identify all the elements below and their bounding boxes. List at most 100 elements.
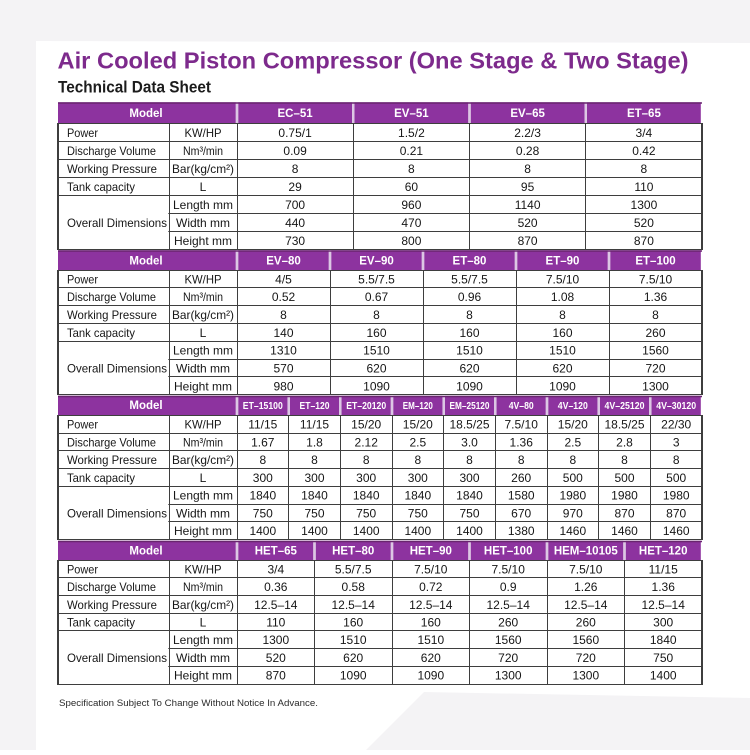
- svg-text:Model: Model: [129, 255, 162, 267]
- svg-text:300: 300: [408, 471, 428, 485]
- svg-text:260: 260: [498, 616, 518, 630]
- svg-text:12.5–14: 12.5–14: [487, 598, 531, 612]
- svg-text:0.67: 0.67: [365, 290, 389, 304]
- svg-text:3/4: 3/4: [267, 563, 284, 577]
- svg-text:7.5/10: 7.5/10: [569, 563, 603, 577]
- svg-text:620: 620: [459, 362, 479, 376]
- svg-text:Bar(kg/cm²): Bar(kg/cm²): [172, 598, 234, 612]
- svg-text:1840: 1840: [353, 489, 380, 503]
- svg-text:ET–90: ET–90: [546, 255, 580, 267]
- svg-text:730: 730: [285, 234, 305, 248]
- svg-text:1510: 1510: [456, 344, 483, 358]
- svg-text:KW/HP: KW/HP: [185, 418, 222, 432]
- svg-text:29: 29: [288, 180, 302, 194]
- svg-text:HET–65: HET–65: [255, 546, 298, 558]
- svg-text:1400: 1400: [404, 524, 431, 538]
- svg-text:1310: 1310: [270, 344, 297, 358]
- svg-text:720: 720: [645, 362, 665, 376]
- svg-text:160: 160: [366, 326, 386, 340]
- svg-text:5.5/7.5: 5.5/7.5: [358, 272, 395, 286]
- svg-text:Tank capacity: Tank capacity: [67, 180, 135, 194]
- svg-text:8: 8: [363, 453, 370, 467]
- svg-text:8: 8: [621, 453, 628, 467]
- svg-text:HET–80: HET–80: [332, 546, 374, 558]
- svg-text:8: 8: [280, 308, 287, 322]
- svg-text:3/4: 3/4: [636, 126, 653, 140]
- svg-text:300: 300: [653, 616, 673, 630]
- svg-text:1510: 1510: [549, 344, 576, 358]
- svg-text:750: 750: [356, 506, 376, 520]
- svg-text:500: 500: [614, 471, 634, 485]
- svg-text:4V–80: 4V–80: [509, 401, 534, 412]
- svg-text:0.28: 0.28: [516, 144, 540, 158]
- svg-text:7.5/10: 7.5/10: [414, 563, 448, 577]
- svg-text:160: 160: [343, 616, 363, 630]
- svg-text:160: 160: [459, 326, 479, 340]
- svg-text:500: 500: [563, 471, 583, 485]
- svg-text:4V–25120: 4V–25120: [605, 401, 645, 412]
- svg-text:Technical Data Sheet: Technical Data Sheet: [58, 78, 211, 96]
- svg-text:1090: 1090: [456, 379, 483, 393]
- svg-text:KW/HP: KW/HP: [185, 563, 222, 577]
- svg-text:110: 110: [266, 616, 285, 630]
- svg-text:870: 870: [634, 234, 654, 248]
- svg-text:ET–65: ET–65: [627, 108, 661, 120]
- svg-text:Nm³/min: Nm³/min: [183, 435, 223, 449]
- svg-text:Bar(kg/cm²): Bar(kg/cm²): [172, 453, 234, 467]
- svg-text:11/15: 11/15: [248, 418, 277, 432]
- svg-text:1460: 1460: [663, 524, 690, 538]
- svg-text:1400: 1400: [456, 524, 483, 538]
- svg-text:870: 870: [666, 506, 686, 520]
- svg-text:1840: 1840: [404, 489, 431, 503]
- svg-text:620: 620: [366, 362, 386, 376]
- svg-text:L: L: [200, 616, 207, 630]
- svg-text:95: 95: [521, 180, 535, 194]
- svg-text:750: 750: [304, 506, 324, 520]
- svg-text:8: 8: [311, 453, 318, 467]
- svg-text:Bar(kg/cm²): Bar(kg/cm²): [172, 308, 234, 322]
- svg-text:15/20: 15/20: [351, 418, 381, 432]
- svg-text:Height mm: Height mm: [174, 669, 232, 683]
- svg-text:1560: 1560: [572, 633, 599, 647]
- svg-text:1090: 1090: [340, 669, 367, 683]
- svg-text:L: L: [200, 471, 207, 485]
- svg-text:18.5/25: 18.5/25: [604, 418, 644, 432]
- svg-text:500: 500: [666, 471, 686, 485]
- svg-text:0.09: 0.09: [283, 144, 307, 158]
- svg-text:Length mm: Length mm: [173, 344, 233, 358]
- svg-text:12.5–14: 12.5–14: [254, 598, 298, 612]
- svg-text:4V–30120: 4V–30120: [656, 401, 696, 412]
- svg-text:Air Cooled Piston Compressor (: Air Cooled Piston Compressor (One Stage …: [58, 48, 689, 74]
- svg-text:800: 800: [401, 234, 421, 248]
- svg-text:1400: 1400: [249, 524, 276, 538]
- svg-text:8: 8: [408, 162, 415, 176]
- svg-text:1.8: 1.8: [306, 435, 323, 449]
- svg-text:Overall Dimensions: Overall Dimensions: [67, 506, 167, 520]
- svg-text:8: 8: [373, 308, 380, 322]
- svg-text:Discharge Volume: Discharge Volume: [67, 435, 156, 449]
- svg-text:Length mm: Length mm: [173, 198, 233, 212]
- svg-text:Length mm: Length mm: [173, 633, 233, 647]
- svg-text:12.5–14: 12.5–14: [564, 598, 608, 612]
- svg-text:1460: 1460: [559, 524, 586, 538]
- svg-text:960: 960: [401, 198, 421, 212]
- svg-text:1460: 1460: [611, 524, 638, 538]
- svg-text:1.36: 1.36: [510, 435, 534, 449]
- svg-text:Discharge Volume: Discharge Volume: [67, 580, 156, 594]
- svg-text:520: 520: [518, 216, 538, 230]
- svg-text:750: 750: [408, 506, 428, 520]
- svg-text:260: 260: [511, 471, 531, 485]
- svg-text:L: L: [200, 180, 207, 194]
- svg-text:EV–51: EV–51: [394, 108, 429, 120]
- svg-text:12.5–14: 12.5–14: [332, 598, 376, 612]
- svg-text:Overall Dimensions: Overall Dimensions: [67, 216, 167, 230]
- svg-text:22/30: 22/30: [661, 418, 691, 432]
- svg-text:ET–80: ET–80: [453, 255, 487, 267]
- svg-text:1840: 1840: [650, 633, 677, 647]
- svg-text:Power: Power: [67, 126, 98, 140]
- svg-text:720: 720: [498, 651, 518, 665]
- svg-text:Nm³/min: Nm³/min: [183, 290, 223, 304]
- svg-text:L: L: [200, 326, 207, 340]
- svg-text:Length mm: Length mm: [173, 489, 233, 503]
- svg-text:Power: Power: [67, 563, 98, 577]
